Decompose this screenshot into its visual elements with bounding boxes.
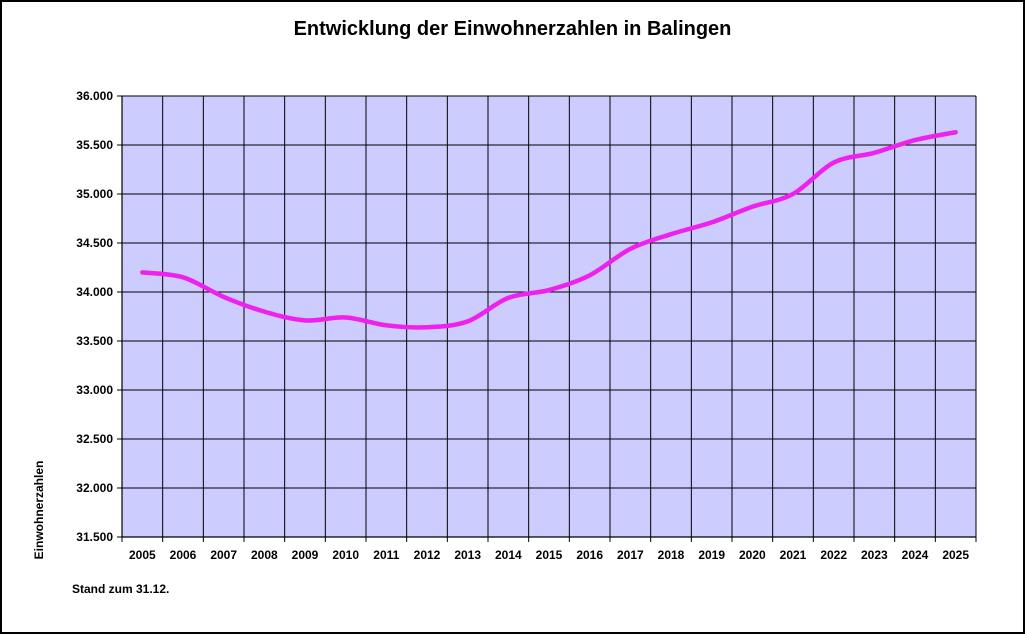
y-tick-label: 33.000 <box>76 383 113 397</box>
y-tick-label: 34.000 <box>76 285 113 299</box>
x-tick-label: 2014 <box>495 548 522 562</box>
x-tick-label: 2024 <box>902 548 929 562</box>
x-tick-label: 2005 <box>129 548 156 562</box>
x-tick-label: 2009 <box>292 548 319 562</box>
plot-area <box>122 96 976 537</box>
y-tick-label: 31.500 <box>76 530 113 544</box>
y-tick-label: 35.000 <box>76 187 113 201</box>
x-tick-label: 2018 <box>658 548 685 562</box>
x-tick-label: 2025 <box>942 548 969 562</box>
y-tick-label: 36.000 <box>76 89 113 103</box>
x-tick-label: 2013 <box>454 548 481 562</box>
x-tick-label: 2012 <box>414 548 441 562</box>
x-tick-label: 2023 <box>861 548 888 562</box>
footnote: Stand zum 31.12. <box>72 582 170 596</box>
y-tick-label: 33.500 <box>76 334 113 348</box>
x-tick-label: 2021 <box>780 548 807 562</box>
y-tick-label: 34.500 <box>76 236 113 250</box>
x-tick-label: 2016 <box>576 548 603 562</box>
x-tick-label: 2015 <box>536 548 563 562</box>
x-tick-label: 2007 <box>210 548 237 562</box>
x-tick-label: 2006 <box>170 548 197 562</box>
x-tick-label: 2019 <box>698 548 725 562</box>
x-tick-label: 2020 <box>739 548 766 562</box>
y-tick-label: 32.000 <box>76 481 113 495</box>
chart-title: Entwicklung der Einwohnerzahlen in Balin… <box>293 18 732 40</box>
y-tick-label: 32.500 <box>76 432 113 446</box>
y-tick-label: 35.500 <box>76 138 113 152</box>
x-tick-label: 2008 <box>251 548 278 562</box>
x-tick-label: 2010 <box>332 548 359 562</box>
x-tick-label: 2017 <box>617 548 644 562</box>
x-tick-label: 2022 <box>820 548 847 562</box>
x-tick-label: 2011 <box>373 548 399 562</box>
